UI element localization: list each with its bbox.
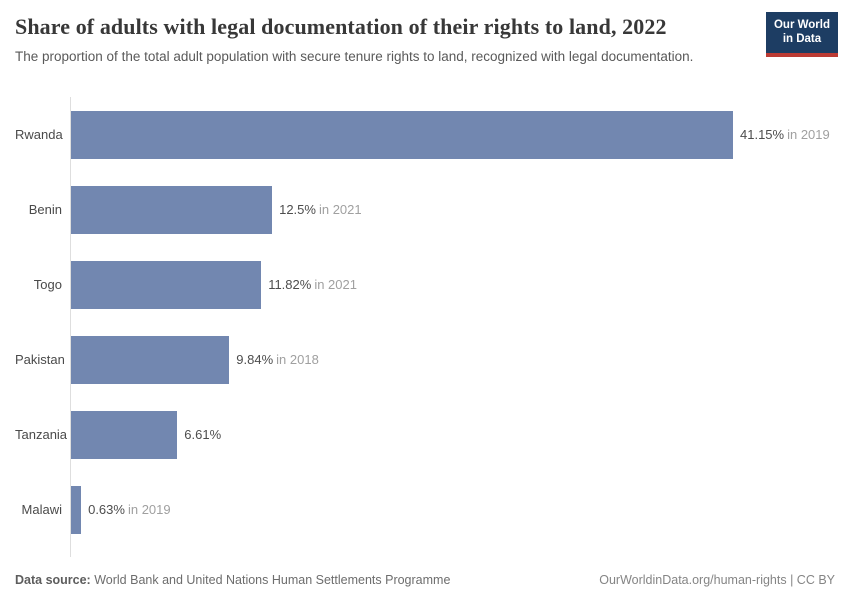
owid-logo-line1: Our World	[773, 19, 830, 31]
bar-row-benin: Benin 12.5% in 2021	[15, 172, 835, 247]
chart-footer: Data source: World Bank and United Natio…	[15, 573, 835, 587]
value-number: 0.63%	[88, 502, 125, 517]
owid-logo-line2: in Data	[782, 33, 822, 46]
value-year: in 2021	[318, 202, 362, 217]
page-title: Share of adults with legal documentation…	[15, 14, 667, 39]
bar-chart: Rwanda 41.15% in 2019 Benin 12.5% in 2021 …	[15, 97, 835, 557]
chart-subtitle: The proportion of the total adult popula…	[15, 49, 694, 65]
value-label: 11.82% in 2021	[268, 277, 357, 292]
data-source-label: Data source:	[15, 573, 91, 587]
value-number: 11.82%	[268, 277, 312, 292]
value-year: in 2021	[314, 277, 357, 292]
owid-link[interactable]: OurWorldinData.org/human-rights | CC BY	[599, 573, 835, 587]
value-label: 41.15% in 2019	[740, 127, 830, 142]
value-number: 6.61%	[184, 427, 222, 442]
value-label: 0.63% in 2019	[88, 502, 171, 517]
value-number: 41.15%	[740, 127, 785, 142]
chart-header: Share of adults with legal documentation…	[15, 14, 760, 67]
category-label: Pakistan	[15, 352, 65, 367]
owid-logo[interactable]: Our World in Data	[765, 12, 838, 57]
bar[interactable]	[71, 185, 273, 234]
y-axis-line	[70, 97, 71, 557]
bar[interactable]	[71, 335, 230, 384]
value-number: 12.5%	[279, 202, 316, 217]
bar[interactable]	[71, 110, 733, 159]
value-year: in 2018	[276, 352, 319, 367]
bar[interactable]	[71, 485, 82, 534]
bar[interactable]	[71, 260, 262, 309]
value-year: in 2019	[127, 502, 171, 517]
bar-row-malawi: Malawi 0.63% in 2019	[15, 472, 835, 547]
category-label: Togo	[33, 277, 62, 292]
data-source: Data source: World Bank and United Natio…	[15, 573, 450, 587]
category-label: Tanzania	[15, 427, 68, 442]
category-label: Malawi	[21, 502, 62, 517]
bar-row-togo: Togo 11.82% in 2021	[15, 247, 835, 322]
data-source-text: World Bank and United Nations Human Sett…	[94, 573, 451, 587]
bar-row-rwanda: Rwanda 41.15% in 2019	[15, 97, 835, 172]
value-year: in 2019	[787, 127, 830, 142]
value-label: 9.84% in 2018	[236, 352, 319, 367]
category-label: Benin	[28, 202, 62, 217]
bar-row-pakistan: Pakistan 9.84% in 2018	[15, 322, 835, 397]
value-label: 6.61%	[184, 427, 224, 442]
bar[interactable]	[71, 410, 178, 459]
value-number: 9.84%	[236, 352, 274, 367]
bar-row-tanzania: Tanzania 6.61%	[15, 397, 835, 472]
category-label: Rwanda	[15, 127, 63, 142]
value-label: 12.5% in 2021	[279, 202, 362, 217]
